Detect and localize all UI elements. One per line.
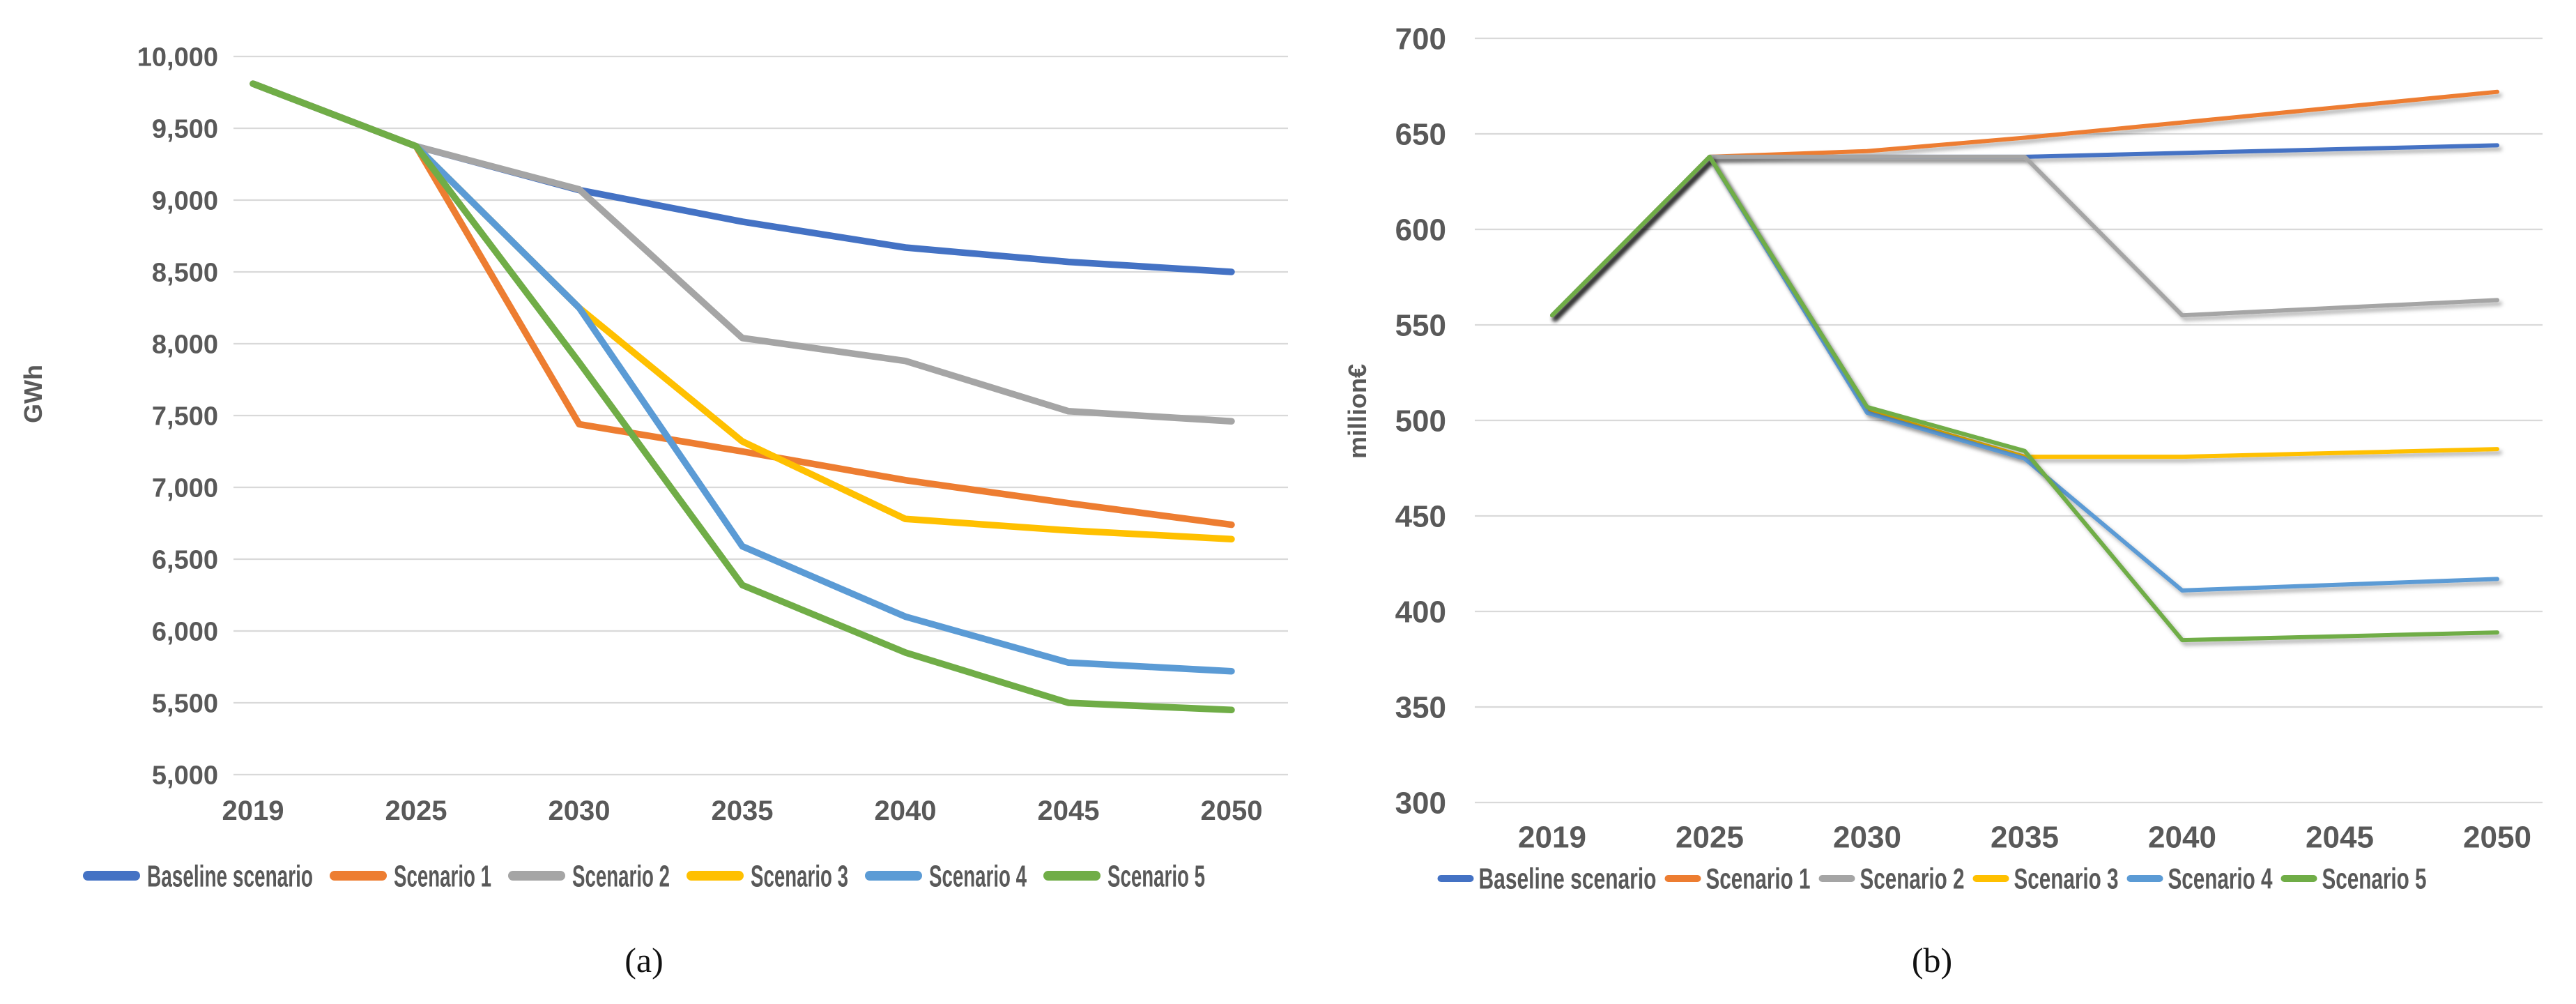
y-tick-label: 500 [1395, 404, 1446, 438]
series-line-scenario-2 [1550, 154, 2499, 318]
series-line-scenario-1 [1550, 89, 2499, 318]
legend-label-scenario-2: Scenario 2 [572, 859, 670, 893]
y-tick-label: 650 [1395, 117, 1446, 151]
chart-a-caption: (a) [624, 941, 664, 980]
legend-item-scenario-1: Scenario 1 [1664, 862, 1811, 895]
y-tick-label: 6,000 [152, 617, 218, 646]
legend-marker-scenario-3 [1972, 875, 2009, 882]
legend-label-scenario-1: Scenario 1 [394, 859, 491, 893]
legend-marker-scenario-5 [1043, 871, 1101, 881]
series-line-scenario-5 [250, 80, 1235, 714]
legend-marker-scenario-2 [508, 871, 565, 881]
legend-label-scenario-4: Scenario 4 [929, 859, 1027, 893]
legend-marker-scenario-1 [330, 871, 387, 881]
y-axis-title: GWh [19, 365, 47, 423]
y-tick-label: 450 [1395, 499, 1446, 533]
series-line-baseline-scenario [250, 80, 1235, 275]
x-tick-label: 2050 [1201, 796, 1263, 826]
legend-label-baseline-scenario: Baseline scenario [1479, 862, 1657, 895]
y-tick-label: 6,500 [152, 545, 218, 575]
x-tick-label: 2025 [1676, 820, 1744, 854]
x-tick-label: 2019 [222, 796, 284, 826]
y-tick-label: 7,500 [152, 402, 218, 431]
legend-marker-baseline-scenario [1437, 875, 1474, 882]
legend-label-baseline-scenario: Baseline scenario [147, 859, 313, 893]
x-tick-label: 2050 [2463, 820, 2531, 854]
series-line-scenario-1 [250, 80, 1235, 528]
y-tick-label: 10,000 [137, 43, 218, 72]
x-tick-label: 2040 [2148, 820, 2216, 854]
legend-label-scenario-5: Scenario 5 [1107, 859, 1205, 893]
x-tick-label: 2030 [1833, 820, 1901, 854]
legend-marker-baseline-scenario [83, 871, 140, 881]
x-tick-label: 2040 [875, 796, 937, 826]
y-tick-label: 7,000 [152, 473, 218, 503]
y-axis-title: million€ [1343, 364, 1372, 459]
chart-b-caption: (b) [1911, 941, 1953, 980]
y-tick-label: 400 [1395, 595, 1446, 629]
legend-item-scenario-1: Scenario 1 [330, 859, 491, 893]
x-tick-label: 2019 [1518, 820, 1586, 854]
legend-item-scenario-3: Scenario 3 [687, 859, 848, 893]
legend-item-scenario-4: Scenario 4 [865, 859, 1027, 893]
legend-label-scenario-3: Scenario 3 [751, 859, 848, 893]
y-tick-label: 700 [1395, 22, 1446, 56]
y-tick-label: 9,500 [152, 114, 218, 144]
series-line-scenario-4 [1550, 154, 2499, 593]
legend-item-baseline-scenario: Baseline scenario [1437, 862, 1657, 895]
chart-b-panel: 700 650 600 550 500 450 400 350 300 2019 2025 2030 2… [1288, 0, 2576, 1004]
legend-marker-scenario-1 [1664, 875, 1701, 882]
y-tick-label: 5,000 [152, 761, 218, 790]
chart-a: 10,000 9,500 9,000 8,500 8,000 7,500 7,000 6,50… [19, 43, 1288, 893]
y-tick-label: 5,500 [152, 689, 218, 718]
legend-marker-scenario-5 [2280, 875, 2317, 882]
x-tick-label: 2025 [385, 796, 447, 826]
y-tick-label: 9,000 [152, 186, 218, 215]
y-tick-label: 8,000 [152, 330, 218, 359]
legend-marker-scenario-3 [687, 871, 744, 881]
legend-marker-scenario-4 [865, 871, 922, 881]
chart-a-panel: 10,000 9,500 9,000 8,500 8,000 7,500 7,000 6,50… [19, 43, 1288, 980]
y-tick-label: 600 [1395, 213, 1446, 247]
y-tick-label: 8,500 [152, 258, 218, 287]
legend: Baseline scenario Scenario 1 Scenario 2 Sce… [1437, 862, 2427, 895]
y-tick-label: 550 [1395, 308, 1446, 342]
chart-b: 700 650 600 550 500 450 400 350 300 2019 2025 2030 2… [1343, 22, 2543, 895]
legend-item-scenario-2: Scenario 2 [1818, 862, 1965, 895]
legend-item-scenario-5: Scenario 5 [1043, 859, 1205, 893]
legend-label-scenario-5: Scenario 5 [2322, 862, 2427, 895]
y-tick-label: 350 [1395, 690, 1446, 724]
legend-label-scenario-1: Scenario 1 [1706, 862, 1811, 895]
legend-item-scenario-3: Scenario 3 [1972, 862, 2119, 895]
series-line-scenario-3 [250, 80, 1235, 542]
legend-item-baseline-scenario: Baseline scenario [83, 859, 313, 893]
y-tick-label: 300 [1395, 786, 1446, 820]
legend-label-scenario-3: Scenario 3 [2014, 862, 2119, 895]
legend-marker-scenario-4 [2126, 875, 2163, 882]
legend: Baseline scenario Scenario 1 Scenario 2 Sce… [83, 859, 1205, 893]
x-tick-label: 2045 [1038, 796, 1100, 826]
legend-item-scenario-2: Scenario 2 [508, 859, 670, 893]
legend-label-scenario-2: Scenario 2 [1860, 862, 1965, 895]
x-tick-label: 2035 [1991, 820, 2059, 854]
x-tick-label: 2030 [549, 796, 611, 826]
x-tick-label: 2045 [2306, 820, 2374, 854]
series-line-scenario-5 [1550, 154, 2499, 643]
legend-marker-scenario-2 [1818, 875, 1855, 882]
x-tick-label: 2035 [712, 796, 774, 826]
legend-label-scenario-4: Scenario 4 [2168, 862, 2273, 895]
legend-item-scenario-4: Scenario 4 [2126, 862, 2273, 895]
legend-item-scenario-5: Scenario 5 [2280, 862, 2427, 895]
series-line-scenario-2 [250, 80, 1235, 425]
